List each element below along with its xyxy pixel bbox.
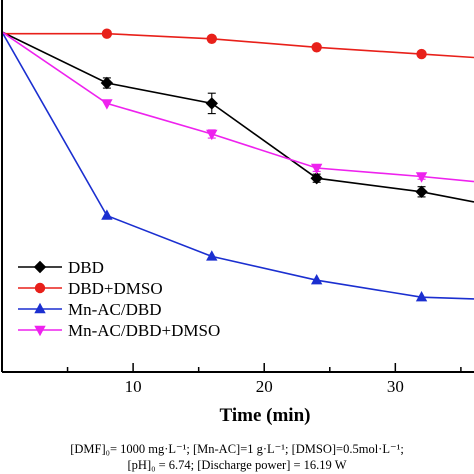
x-tick-label: 30: [387, 377, 404, 396]
legend-marker: [34, 282, 46, 294]
axes-layer: 10 20 30: [1, 0, 474, 396]
legend-marker: [34, 302, 46, 314]
data-point: [311, 42, 322, 53]
data-point: [310, 163, 323, 175]
series-line: [2, 31, 474, 203]
series-mn-ac-dbd-dmso: [2, 31, 474, 183]
x-tick-label: 10: [125, 377, 142, 396]
data-point: [206, 33, 217, 44]
series-line: [2, 32, 474, 59]
data-point: [415, 291, 428, 302]
series-mn-ac-dbd: [2, 31, 474, 302]
data-point: [101, 28, 113, 39]
conditions-note-line-1: [DMF]₀= 1000 mg·L⁻¹; [Mn-AC]=1 g·L⁻¹; [D…: [70, 442, 404, 456]
data-point: [100, 76, 114, 90]
legend-item: DBD+DMSO: [18, 279, 163, 298]
data-point: [310, 274, 323, 285]
data-point: [415, 185, 428, 198]
data-point: [310, 172, 323, 185]
legend-item: Mn-AC/DBD: [18, 300, 162, 319]
legend-label: Mn-AC/DBD: [68, 300, 162, 319]
legend-marker: [34, 325, 46, 337]
data-point: [205, 97, 218, 110]
series-dbd: [2, 31, 474, 203]
series-layer: [2, 28, 474, 302]
data-point: [101, 99, 113, 110]
series-dbd-dmso: [2, 28, 474, 60]
series-line: [2, 31, 474, 300]
data-point: [206, 129, 218, 141]
legend-item: Mn-AC/DBD+DMSO: [18, 321, 220, 340]
data-point: [416, 48, 427, 60]
legend-label: Mn-AC/DBD+DMSO: [68, 321, 220, 340]
data-point: [206, 250, 218, 261]
series-line: [2, 31, 474, 183]
legend: DBD DBD+DMSO Mn-AC/DBD Mn-AC/DBD+DMSO: [18, 258, 220, 340]
data-point: [415, 172, 428, 183]
x-axis-title: Time (min): [220, 405, 311, 426]
legend-marker: [33, 260, 47, 274]
conditions-note-line-2: [pH]₀ = 6.74; [Discharge power] = 16.19 …: [127, 458, 347, 472]
x-tick-label: 20: [256, 377, 273, 396]
legend-item: DBD: [18, 258, 104, 277]
data-point: [101, 209, 113, 220]
legend-label: DBD+DMSO: [68, 279, 163, 298]
legend-label: DBD: [68, 258, 104, 277]
